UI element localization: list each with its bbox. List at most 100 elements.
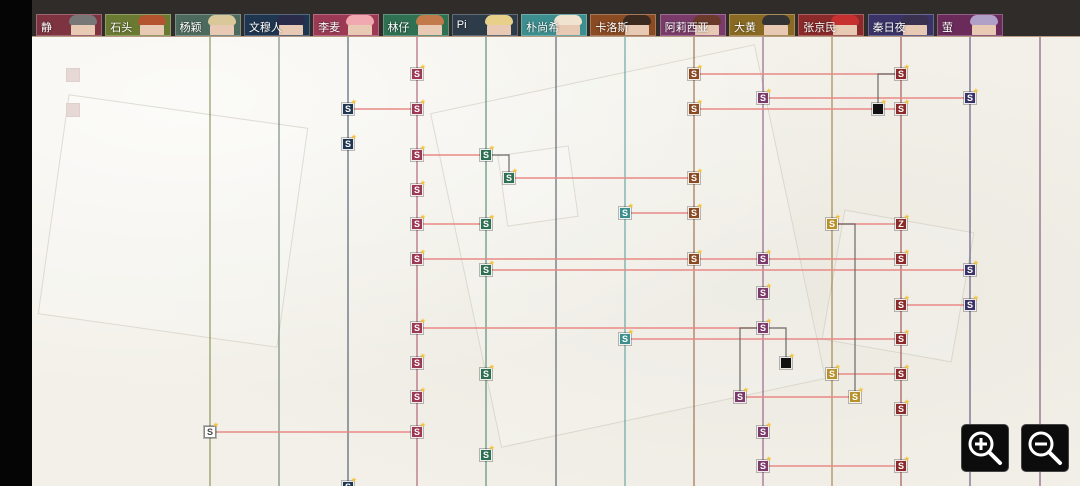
map-canvas[interactable]: S★S★S★S★S★S★S★S★S★S★S★S★S★S★S★S★S★S★S★S★… bbox=[32, 0, 1080, 486]
story-node[interactable]: S★ bbox=[757, 422, 772, 438]
story-node[interactable]: S★ bbox=[688, 249, 703, 265]
character-tab-7[interactable]: 朴尚希 bbox=[521, 14, 588, 36]
character-tab-10[interactable]: 大黄 bbox=[729, 14, 795, 36]
character-tab-0[interactable]: 静 bbox=[36, 14, 102, 36]
star-icon: ★ bbox=[765, 88, 772, 95]
story-node[interactable]: S★ bbox=[342, 134, 357, 150]
story-node[interactable]: S★ bbox=[342, 477, 357, 486]
story-node[interactable]: S★ bbox=[411, 387, 426, 403]
character-tab-4[interactable]: 李麦 bbox=[313, 14, 380, 36]
story-node[interactable]: S★ bbox=[757, 456, 772, 472]
character-tab-8[interactable]: 卡洛斯 bbox=[590, 14, 657, 36]
star-icon: ★ bbox=[350, 477, 357, 484]
star-icon: ★ bbox=[903, 399, 910, 406]
character-tab-5[interactable]: 林仔 bbox=[382, 14, 449, 36]
story-node[interactable]: S★ bbox=[480, 445, 495, 461]
star-icon: ★ bbox=[880, 99, 887, 106]
star-icon: ★ bbox=[696, 203, 703, 210]
story-node[interactable]: S★ bbox=[503, 168, 518, 184]
star-icon: ★ bbox=[903, 295, 910, 302]
story-node[interactable]: S★ bbox=[849, 387, 864, 403]
story-node[interactable]: S★ bbox=[826, 214, 841, 230]
story-node[interactable]: S★ bbox=[411, 64, 426, 80]
zoom-in-button[interactable] bbox=[961, 424, 1009, 472]
story-node[interactable]: S★ bbox=[964, 260, 979, 276]
story-node[interactable]: S★ bbox=[688, 168, 703, 184]
story-node[interactable]: S★ bbox=[895, 364, 910, 380]
character-tab-3[interactable]: 文穆人 bbox=[243, 14, 310, 36]
node-symbol: S bbox=[413, 323, 420, 333]
story-node[interactable]: S★ bbox=[480, 260, 495, 276]
story-node[interactable]: S★ bbox=[895, 295, 910, 311]
node-symbol: S bbox=[759, 461, 766, 471]
character-tab-11[interactable]: 张京民 bbox=[798, 14, 865, 36]
story-node[interactable]: S★ bbox=[895, 64, 910, 80]
node-symbol: S bbox=[482, 265, 489, 275]
star-icon: ★ bbox=[903, 249, 910, 256]
star-icon: ★ bbox=[419, 214, 426, 221]
star-icon: ★ bbox=[488, 214, 495, 221]
node-symbol: S bbox=[851, 392, 858, 402]
story-node[interactable]: S★ bbox=[688, 99, 703, 115]
marker-square bbox=[66, 103, 80, 117]
node-symbol: S bbox=[690, 208, 697, 218]
node-symbol: S bbox=[690, 254, 697, 264]
zoom-out-button[interactable] bbox=[1021, 424, 1069, 472]
story-node[interactable]: S★ bbox=[757, 249, 772, 265]
character-tab-2[interactable]: 杨颖 bbox=[174, 14, 241, 36]
story-node[interactable]: S★ bbox=[411, 353, 426, 369]
story-node[interactable]: S★ bbox=[411, 422, 426, 438]
character-name: 阿莉西亚 bbox=[664, 22, 709, 34]
story-node[interactable]: S★ bbox=[964, 295, 979, 311]
story-node[interactable]: S★ bbox=[895, 99, 910, 115]
node-symbol: S bbox=[482, 219, 489, 229]
story-node[interactable]: S★ bbox=[964, 88, 979, 104]
locked-node[interactable]: ★ bbox=[780, 353, 795, 369]
story-node[interactable]: S★ bbox=[688, 64, 703, 80]
character-tab-12[interactable]: 秦日夜 bbox=[867, 14, 934, 36]
character-tab-6[interactable]: Pi bbox=[451, 14, 518, 36]
star-icon: ★ bbox=[350, 99, 357, 106]
story-node[interactable]: S★ bbox=[757, 283, 772, 299]
branch-connector bbox=[486, 154, 510, 178]
story-node[interactable]: S★ bbox=[411, 145, 426, 161]
character-tab-9[interactable]: 阿莉西亚 bbox=[659, 14, 726, 36]
story-node[interactable]: S★ bbox=[619, 203, 634, 219]
node-symbol: S bbox=[966, 265, 973, 275]
character-name: 静 bbox=[41, 22, 52, 34]
story-node[interactable]: S★ bbox=[895, 249, 910, 265]
character-hair bbox=[623, 15, 652, 25]
node-symbol: S bbox=[505, 173, 512, 183]
story-node[interactable]: S★ bbox=[895, 399, 910, 415]
story-node[interactable]: S★ bbox=[204, 422, 219, 438]
node-symbol: S bbox=[966, 300, 973, 310]
story-node[interactable]: S★ bbox=[734, 387, 749, 403]
node-symbol: S bbox=[897, 461, 904, 471]
story-node[interactable]: S★ bbox=[757, 88, 772, 104]
story-node[interactable]: Z ★ bbox=[895, 214, 910, 230]
story-node[interactable]: S★ bbox=[411, 318, 426, 334]
story-node[interactable]: S★ bbox=[342, 99, 357, 115]
story-node[interactable]: S★ bbox=[411, 99, 426, 115]
star-icon: ★ bbox=[488, 145, 495, 152]
story-node[interactable]: S★ bbox=[480, 364, 495, 380]
story-node[interactable]: S★ bbox=[826, 364, 841, 380]
story-node[interactable]: S★ bbox=[480, 145, 495, 161]
story-node[interactable]: S★ bbox=[688, 203, 703, 219]
character-tab-1[interactable]: 石头 bbox=[105, 14, 172, 36]
story-node[interactable]: S★ bbox=[411, 180, 426, 196]
character-tab-13[interactable]: 萤 bbox=[936, 14, 1003, 36]
star-icon: ★ bbox=[972, 295, 979, 302]
story-node[interactable]: S★ bbox=[480, 214, 495, 230]
node-symbol: S bbox=[897, 300, 904, 310]
star-icon: ★ bbox=[627, 329, 634, 336]
story-node[interactable]: S★ bbox=[411, 249, 426, 265]
story-node[interactable]: S★ bbox=[411, 214, 426, 230]
star-icon: ★ bbox=[419, 64, 426, 71]
locked-node[interactable]: ★ bbox=[872, 99, 887, 115]
node-symbol: S bbox=[897, 254, 904, 264]
story-node[interactable]: S★ bbox=[895, 329, 910, 345]
story-node[interactable]: S★ bbox=[619, 329, 634, 345]
story-node[interactable]: S★ bbox=[895, 456, 910, 472]
story-node[interactable]: S★ bbox=[757, 318, 772, 334]
